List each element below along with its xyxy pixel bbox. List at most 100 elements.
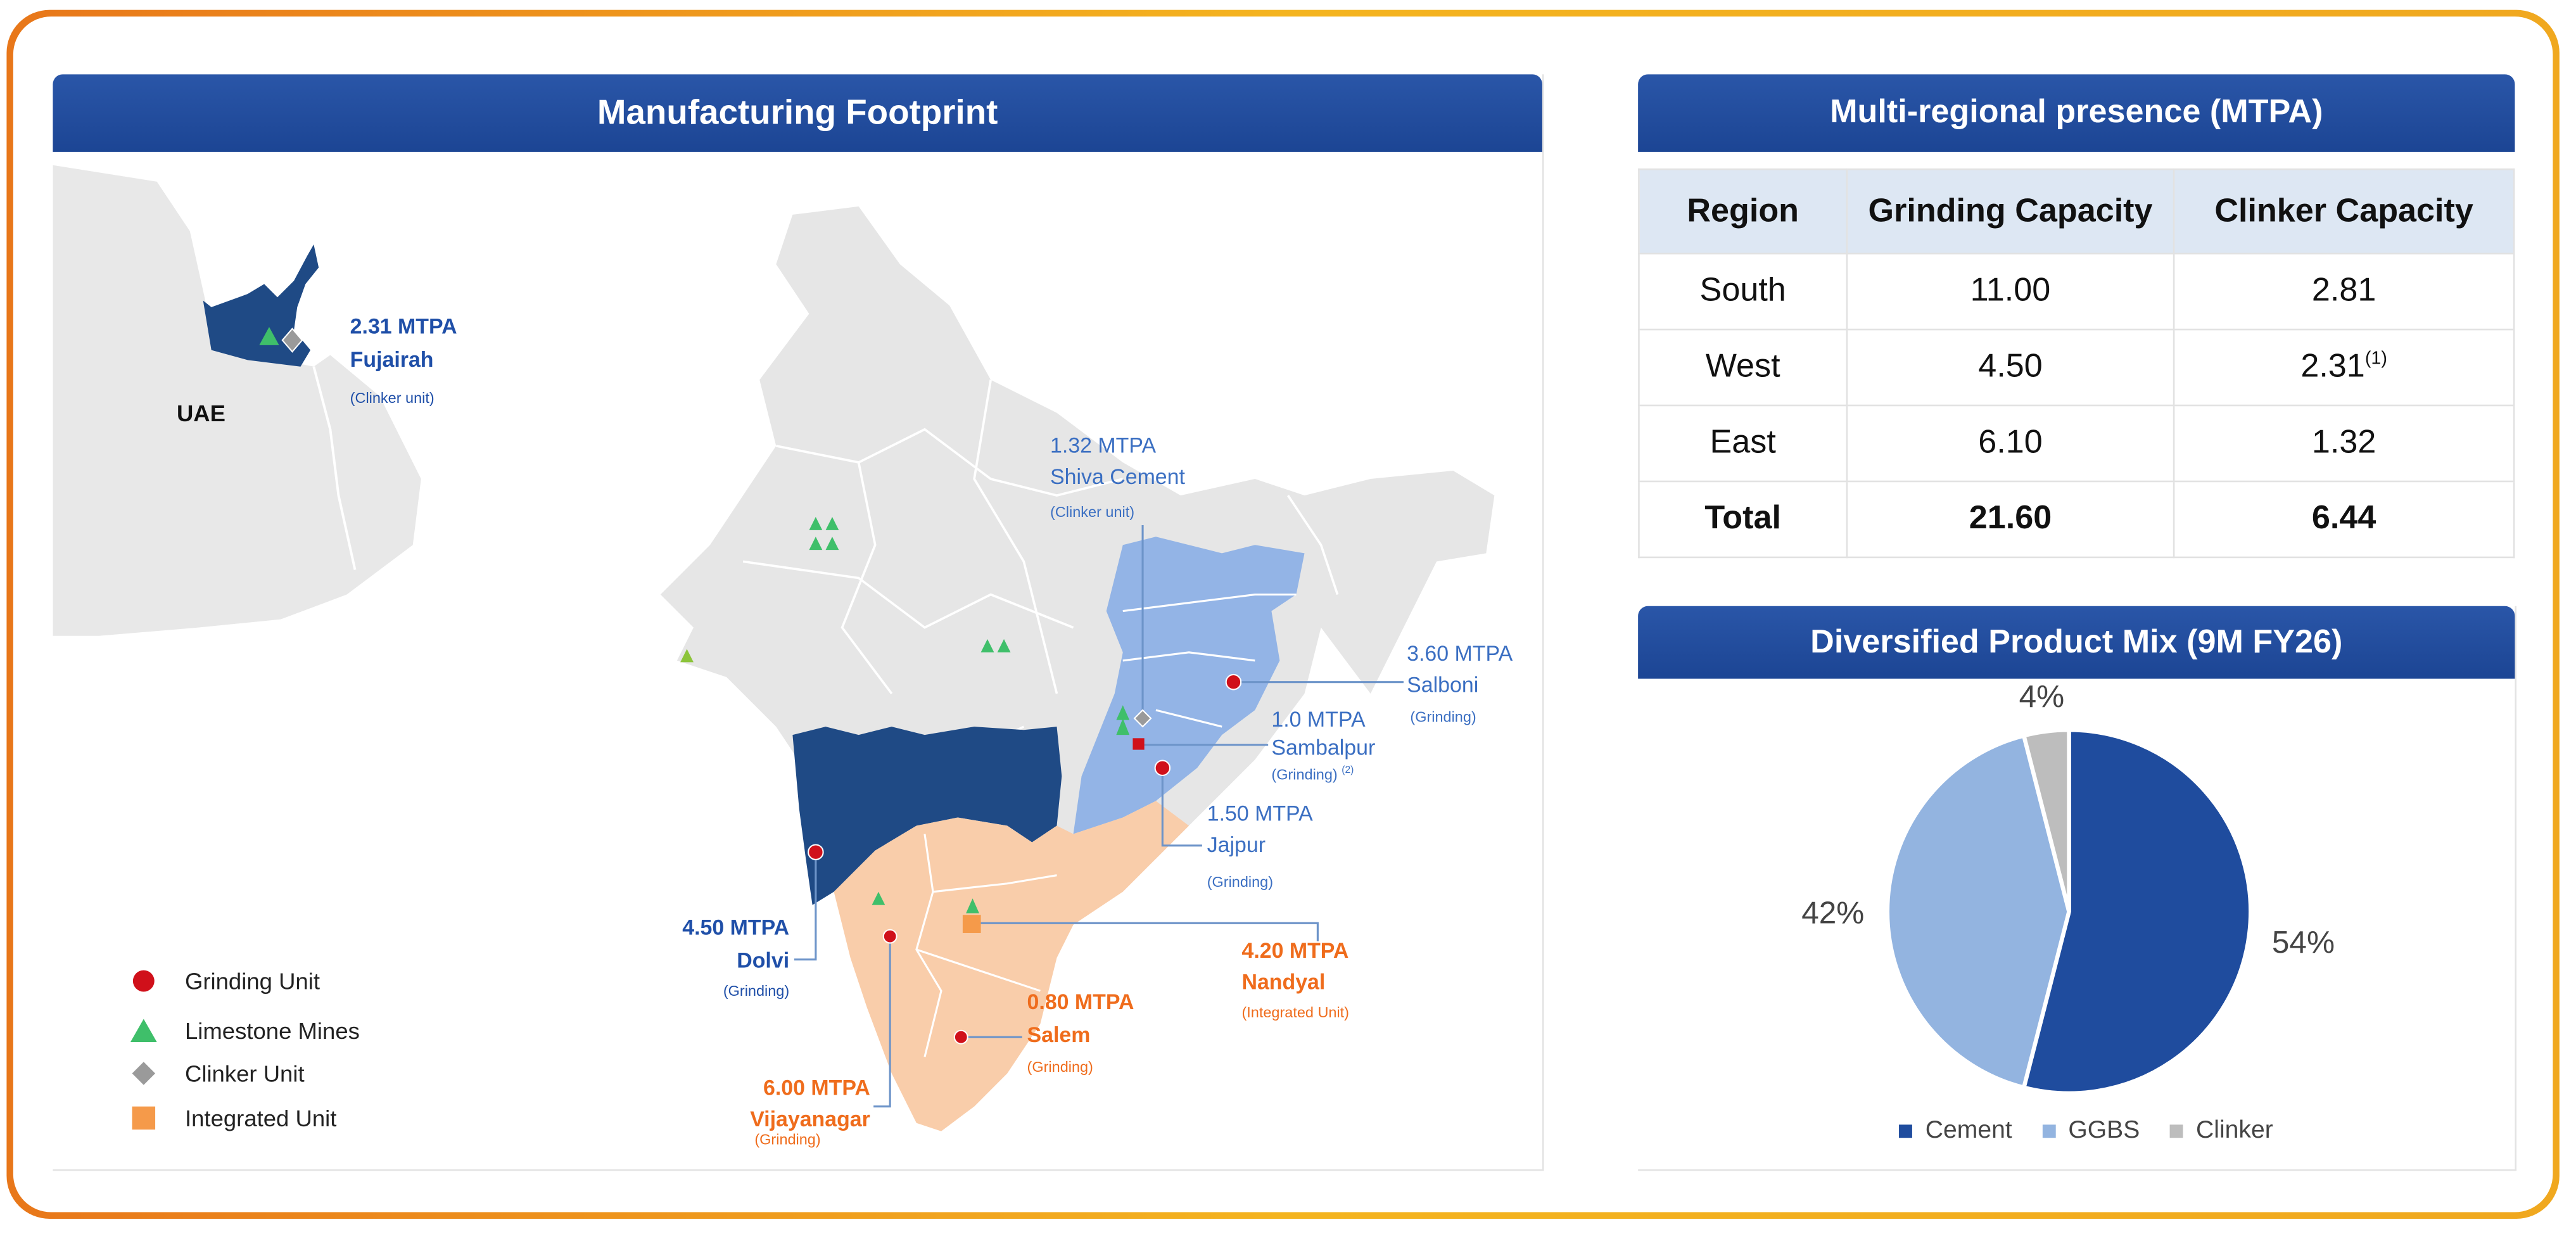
table-total-row: Total 21.60 6.44 bbox=[1638, 480, 2515, 559]
salboni-capacity: 3.60 MTPA bbox=[1407, 640, 1513, 666]
fujairah-type: (Clinker unit) bbox=[350, 390, 435, 407]
south-region bbox=[834, 801, 1190, 1131]
cell-region: West bbox=[1638, 328, 1848, 407]
jajpur-name: Jajpur bbox=[1207, 832, 1266, 858]
limestone-mine-icon bbox=[997, 639, 1011, 652]
uae-fujairah-region bbox=[203, 244, 319, 367]
limestone-mine-icon bbox=[872, 891, 885, 905]
cell-clinker-value: 2.31 bbox=[2300, 348, 2365, 385]
legend-grinding-unit: Grinding Unit bbox=[125, 967, 320, 995]
integrated-unit-icon bbox=[962, 915, 981, 933]
limestone-mine-icon bbox=[980, 639, 994, 652]
table-header-row: Region Grinding Capacity Clinker Capacit… bbox=[1638, 168, 2515, 255]
legend-label: Clinker bbox=[2196, 1116, 2273, 1145]
sambalpur-capacity: 1.0 MTPA bbox=[1271, 706, 1366, 732]
uae-border bbox=[312, 366, 357, 570]
pie-legend: Cement GGBS Clinker bbox=[1899, 1116, 2273, 1145]
legend-label: Limestone Mines bbox=[184, 1017, 360, 1044]
cell-region: East bbox=[1638, 404, 1848, 483]
sambalpur-type-text: (Grinding) bbox=[1271, 766, 1338, 783]
limestone-mine-icon bbox=[809, 516, 823, 530]
footprint-map bbox=[53, 165, 1495, 1131]
col-clinker: Clinker Capacity bbox=[2173, 168, 2515, 255]
uae-landmass bbox=[53, 165, 421, 636]
legend-label: Cement bbox=[1925, 1116, 2012, 1145]
pie-slice-ggbs bbox=[1885, 733, 2071, 1090]
legend-label: Grinding Unit bbox=[184, 967, 320, 995]
limestone-mine-icon bbox=[1116, 705, 1130, 720]
fujairah-capacity: 2.31 MTPA bbox=[350, 314, 457, 339]
grinding-unit-icon bbox=[882, 929, 898, 944]
legend-clinker: Clinker bbox=[2169, 1116, 2273, 1145]
grinding-unit-icon bbox=[1225, 673, 1242, 690]
sambalpur-type: (Grinding) (2) bbox=[1271, 766, 1354, 783]
gray-diamond-icon bbox=[125, 1060, 162, 1087]
cell-region: South bbox=[1638, 252, 1848, 331]
sambalpur-footnote: (2) bbox=[1342, 766, 1354, 777]
pie-slice-clinker bbox=[2021, 728, 2071, 912]
sambalpur-name: Sambalpur bbox=[1271, 735, 1376, 760]
limestone-mine-icon bbox=[1116, 718, 1130, 735]
panel-title: Manufacturing Footprint bbox=[53, 74, 1542, 152]
leader-lines bbox=[794, 525, 1404, 1108]
pie-label-clinker: 4% bbox=[2019, 679, 2065, 714]
red-circle-icon bbox=[125, 969, 162, 992]
table-panel-title: Multi-regional presence (MTPA) bbox=[1638, 74, 2515, 152]
salboni-type: (Grinding) bbox=[1410, 708, 1476, 725]
east-borders bbox=[1122, 593, 1297, 728]
grinding-unit-icon bbox=[808, 844, 824, 860]
clinker-swatch-icon bbox=[2169, 1124, 2183, 1138]
salem-type: (Grinding) bbox=[1027, 1059, 1093, 1076]
ggbs-swatch-icon bbox=[2041, 1124, 2055, 1138]
cell-grinding: 4.50 bbox=[1846, 328, 2175, 407]
salem-capacity: 0.80 MTPA bbox=[1027, 989, 1134, 1014]
jajpur-capacity: 1.50 MTPA bbox=[1207, 801, 1313, 826]
clinker-unit-icon bbox=[281, 328, 303, 353]
cell-grinding: 11.00 bbox=[1846, 252, 2175, 331]
orange-square-icon bbox=[125, 1105, 162, 1131]
col-grinding: Grinding Capacity bbox=[1846, 168, 2175, 255]
cement-swatch-icon bbox=[1899, 1124, 1912, 1138]
limestone-mine-markers bbox=[259, 327, 1130, 913]
product-mix-pie-chart: 54% 42% 4% bbox=[1801, 679, 2335, 1096]
col-region: Region bbox=[1638, 168, 1848, 255]
south-borders bbox=[915, 834, 1057, 1057]
shiva-type: (Clinker unit) bbox=[1050, 504, 1135, 521]
west-region bbox=[792, 727, 1062, 905]
cell-grinding: 6.10 bbox=[1846, 404, 2175, 483]
india-landmass bbox=[660, 206, 1495, 875]
legend-limestone-mines: Limestone Mines bbox=[125, 1017, 360, 1044]
pie-panel-title: Diversified Product Mix (9M FY26) bbox=[1638, 606, 2515, 679]
grinding-unit-icon bbox=[1154, 760, 1171, 777]
footnote-marker: (1) bbox=[2364, 348, 2387, 369]
shiva-capacity: 1.32 MTPA bbox=[1050, 433, 1157, 458]
nandyal-name: Nandyal bbox=[1241, 969, 1326, 995]
jajpur-type: (Grinding) bbox=[1207, 874, 1274, 891]
east-region bbox=[1073, 537, 1305, 834]
table-row: West 4.50 2.31(1) bbox=[1638, 328, 2515, 407]
shiva-name: Shiva Cement bbox=[1050, 464, 1185, 489]
legend-integrated-unit: Integrated Unit bbox=[125, 1105, 336, 1131]
nandyal-type: (Integrated Unit) bbox=[1241, 1004, 1350, 1021]
vijayanagar-name: Vijayanagar bbox=[750, 1106, 870, 1131]
cell-clinker: 2.31(1) bbox=[2173, 328, 2515, 407]
clinker-unit-markers bbox=[281, 328, 1152, 728]
vijayanagar-type: (Grinding) bbox=[754, 1131, 821, 1148]
legend-ggbs: GGBS bbox=[2041, 1116, 2140, 1145]
cell-grinding: 21.60 bbox=[1846, 480, 2175, 559]
grinding-unit-markers bbox=[808, 673, 1242, 1045]
limestone-mine-icon bbox=[966, 898, 979, 913]
capacity-table: Region Grinding Capacity Clinker Capacit… bbox=[1638, 168, 2515, 559]
cell-region: Total bbox=[1638, 480, 1848, 559]
table-row: East 6.10 1.32 bbox=[1638, 404, 2515, 483]
fujairah-name: Fujairah bbox=[350, 347, 434, 372]
vijayanagar-capacity: 6.00 MTPA bbox=[763, 1075, 870, 1100]
salem-name: Salem bbox=[1027, 1022, 1091, 1047]
clinker-unit-icon bbox=[1133, 709, 1152, 728]
cell-clinker: 2.81 bbox=[2173, 252, 2515, 331]
grinding-unit-icon bbox=[953, 1029, 968, 1045]
limestone-mine-icon bbox=[825, 516, 839, 530]
legend-label: GGBS bbox=[2068, 1116, 2140, 1145]
legend-clinker-unit: Clinker Unit bbox=[125, 1060, 305, 1087]
limestone-mine-icon bbox=[259, 327, 279, 345]
